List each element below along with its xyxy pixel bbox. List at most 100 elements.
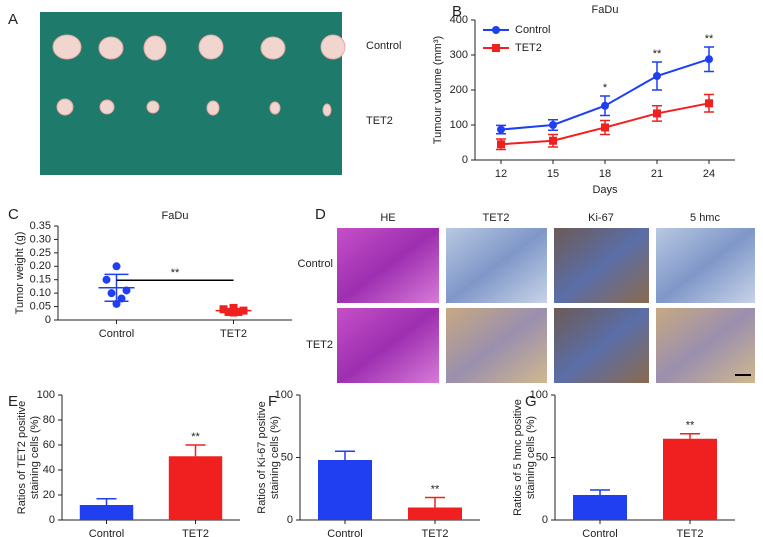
y-tick-label: 300 — [450, 49, 468, 61]
y-tick-label: 20 — [43, 489, 55, 501]
y-axis-label: staining cells (%) — [29, 416, 41, 499]
y-tick-label: 0 — [462, 154, 468, 166]
y-tick-label: 100 — [530, 389, 548, 401]
marker — [653, 72, 661, 80]
significance: ** — [431, 483, 440, 495]
significance: ** — [686, 420, 695, 432]
y-axis-label: Ratios of TET2 positive — [16, 401, 28, 515]
marker — [705, 99, 713, 108]
y-tick-label: 200 — [450, 84, 468, 96]
marker — [705, 55, 713, 64]
marker — [112, 262, 121, 271]
panel-label: F — [268, 393, 277, 410]
series — [496, 46, 714, 135]
x-tick-label: 21 — [651, 168, 663, 180]
y-axis-label: Ratios of Ki-67 positive — [256, 401, 268, 514]
x-tick-label: 18 — [599, 168, 611, 180]
bar — [408, 507, 462, 520]
x-tick-label: TET2 — [677, 528, 704, 537]
x-axis-label: Days — [592, 184, 618, 196]
tumor-specimens — [52, 34, 346, 117]
y-tick-label: 0.25 — [30, 247, 51, 259]
marker — [549, 136, 557, 145]
bar — [168, 456, 223, 520]
panel-label: C — [8, 206, 19, 223]
y-tick-label: 0.10 — [30, 287, 51, 299]
panel-label: E — [8, 393, 18, 410]
y-tick-label: 50 — [281, 451, 293, 463]
y-tick-label: 100 — [37, 389, 55, 401]
marker — [102, 275, 111, 284]
series — [496, 93, 714, 151]
row-label: TET2 — [366, 115, 393, 127]
row-label: Control — [366, 40, 401, 52]
column-label: HE — [380, 212, 395, 224]
significance: ** — [705, 33, 714, 45]
row-label: TET2 — [306, 339, 333, 351]
x-tick-label: 15 — [547, 168, 559, 180]
y-tick-label: 0 — [542, 514, 548, 526]
legend-label: Control — [515, 24, 550, 36]
marker — [497, 125, 505, 134]
sd-bar — [104, 273, 129, 302]
y-tick-label: 40 — [43, 464, 55, 476]
error-bar — [590, 489, 610, 495]
panel-label: A — [8, 11, 18, 28]
x-tick-label: TET2 — [182, 528, 209, 537]
marker — [229, 303, 238, 312]
x-tick-label: Control — [99, 328, 134, 340]
legend-label: TET2 — [515, 42, 542, 54]
marker — [107, 289, 116, 298]
bar — [79, 505, 134, 520]
row-label: Control — [298, 258, 333, 270]
bar — [318, 460, 372, 520]
y-tick-label: 100 — [275, 389, 293, 401]
y-tick-label: 0.15 — [30, 274, 51, 286]
x-tick-label: TET2 — [220, 328, 247, 340]
x-tick-label: Control — [327, 528, 362, 537]
panel-label: B — [452, 3, 462, 20]
y-tick-label: 0.35 — [30, 220, 51, 232]
legend-marker — [492, 26, 500, 34]
panel-label: D — [315, 206, 326, 223]
y-tick-label: 0.20 — [30, 260, 51, 272]
column-label: 5 hmc — [690, 212, 720, 224]
x-tick-label: 12 — [495, 168, 507, 180]
line — [500, 58, 710, 131]
y-tick-label: 400 — [450, 14, 468, 26]
marker — [601, 101, 609, 110]
significance: ** — [191, 431, 200, 443]
x-tick-label: TET2 — [422, 528, 449, 537]
x-tick-label: Control — [89, 528, 124, 537]
chart-title: FaDu — [162, 210, 189, 222]
y-tick-label: 80 — [43, 414, 55, 426]
y-tick-label: 60 — [43, 439, 55, 451]
x-tick-label: 24 — [703, 168, 715, 180]
bar — [663, 438, 717, 520]
y-tick-label: 0 — [45, 314, 51, 326]
histology-images — [337, 228, 755, 383]
marker — [653, 109, 661, 118]
legend-marker — [492, 44, 500, 52]
y-tick-label: 0 — [49, 514, 55, 526]
significance: ** — [653, 48, 662, 60]
chart-title: FaDu — [592, 4, 619, 16]
bar — [573, 495, 627, 520]
marker — [497, 140, 505, 149]
y-tick-label: 50 — [536, 451, 548, 463]
error-bar — [680, 433, 700, 439]
error-bar — [425, 496, 445, 508]
y-tick-label: 100 — [450, 119, 468, 131]
error-bar — [335, 450, 355, 460]
significance: ** — [171, 267, 180, 279]
marker — [601, 123, 609, 132]
y-axis-label: staining cells (%) — [269, 416, 281, 499]
significance: * — [603, 82, 608, 94]
sd-bar — [221, 308, 246, 313]
y-tick-label: 0.30 — [30, 233, 51, 245]
panel-label: G — [525, 393, 537, 410]
photo-a — [40, 12, 342, 175]
y-tick-label: 0 — [287, 514, 293, 526]
column-label: Ki-67 — [588, 212, 614, 224]
